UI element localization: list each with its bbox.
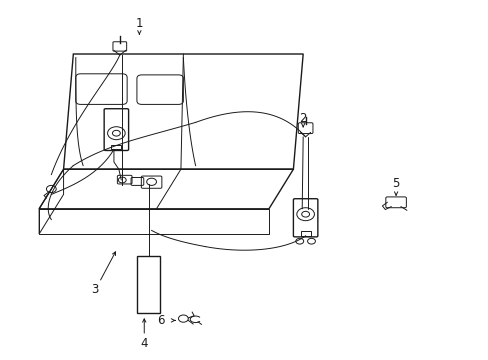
Text: 4: 4	[140, 337, 148, 350]
Text: 2: 2	[299, 112, 306, 125]
Text: 6: 6	[157, 314, 165, 327]
Text: 1: 1	[135, 17, 143, 30]
Text: 5: 5	[391, 177, 399, 190]
Text: 3: 3	[91, 283, 99, 296]
